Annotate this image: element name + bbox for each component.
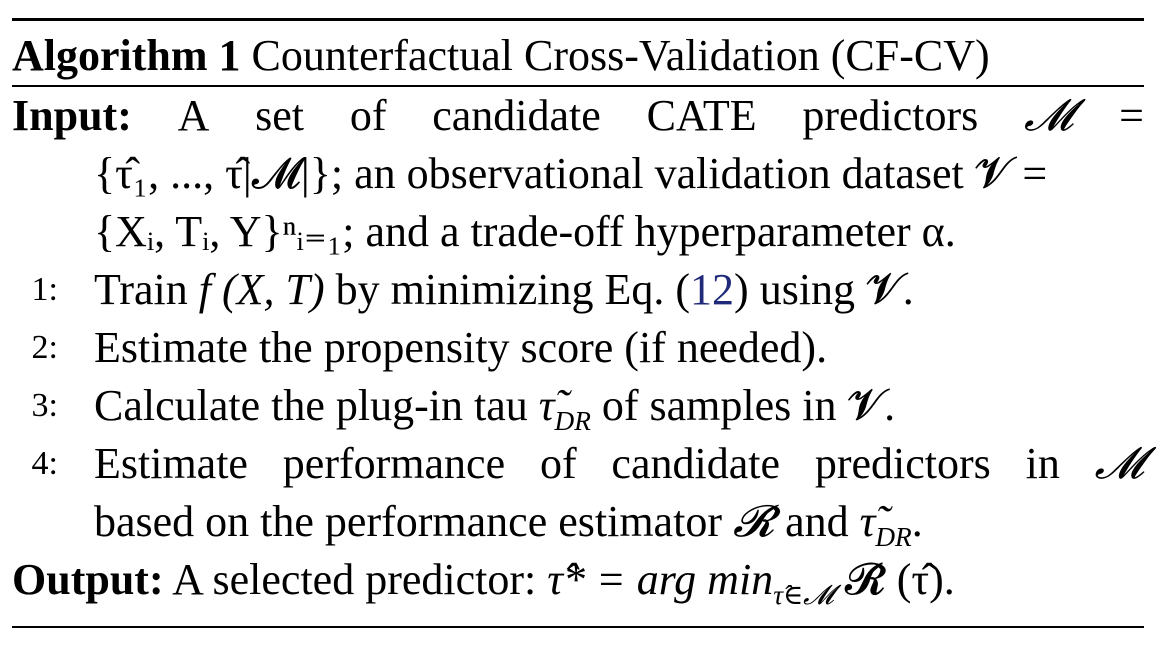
step-1-text: Train f (X, T) by minimizing Eq. (12) us… — [94, 264, 914, 316]
step-4-number: 4: — [31, 445, 58, 482]
step-4-word-6: 𝓜 — [1094, 438, 1144, 489]
step-1-function: f (X, T) — [198, 265, 325, 314]
step-4-word-3: candidate — [611, 439, 780, 488]
step-4-line-1: Estimate performance of candidate predic… — [94, 438, 1144, 490]
input-word-4: CATE — [646, 91, 757, 140]
output-line: Output: A selected predictor: τ̂* = arg … — [12, 554, 955, 608]
input-word-3: candidate — [432, 91, 601, 140]
step-3-tau: τ̃ — [538, 381, 555, 430]
input-word-1: set — [255, 91, 305, 140]
step-4-line-2-suffix: . — [911, 497, 923, 546]
algorithm-box: Algorithm 1 Counterfactual Cross-Validat… — [12, 18, 1144, 630]
algorithm-title: Algorithm 1 Counterfactual Cross-Validat… — [12, 30, 990, 82]
step-3-prefix: Calculate the plug-in tau — [94, 381, 539, 430]
input-word-0: A — [177, 91, 210, 140]
title-rule — [12, 85, 1144, 87]
step-2-text: Estimate the propensity score (if needed… — [94, 323, 828, 372]
step-4-word-2: of — [539, 439, 577, 488]
step-4-word-0: Estimate — [94, 439, 248, 488]
step-4-word-5: in — [1025, 439, 1060, 488]
output-argmin: τ̂* = arg min — [547, 555, 774, 604]
step-3-text: Calculate the plug-in tau τ̃DR of sample… — [94, 380, 896, 434]
step-4-word-1: performance — [282, 439, 506, 488]
input-line-1: Input: A set of candidate CATE predictor… — [12, 90, 1144, 142]
step-1-middle: by minimizing Eq. ( — [324, 265, 691, 314]
output-prefix: A selected predictor: — [172, 555, 548, 604]
step-4-line-2-prefix: based on the performance estimator — [94, 497, 733, 546]
algorithm-tag: Algorithm 1 — [12, 31, 241, 80]
input-line-2: {τ̂₁, ..., τ̂|𝓜|}; an observational vali… — [94, 149, 1048, 198]
input-word-2: of — [349, 91, 387, 140]
input-word-6: 𝓜 — [1024, 90, 1074, 141]
step-4-line-2: based on the performance estimator 𝓡̂ an… — [94, 496, 923, 550]
input-line-3: {Xᵢ, Tᵢ, Y}ⁿᵢ₌₁; and a trade-off hyperpa… — [94, 207, 956, 256]
equation-reference-link[interactable]: 12 — [690, 265, 735, 314]
output-label: Output: — [12, 555, 164, 604]
step-3-tau-subscript: DR — [554, 405, 591, 436]
input-word-5: predictors — [802, 91, 979, 140]
step-4-tau-subscript: DR — [875, 521, 912, 552]
algorithm-name: Counterfactual Cross-Validation (CF-CV) — [251, 31, 990, 80]
output-argmin-subscript: τ̂∈𝓜 — [773, 579, 834, 610]
step-3-number: 3: — [31, 387, 58, 424]
step-4-word-4: predictors — [814, 439, 991, 488]
bottom-rule — [12, 626, 1144, 628]
input-word-7: = — [1119, 91, 1144, 140]
step-3-suffix: of samples in 𝓥. — [590, 381, 896, 430]
step-4-tau: τ̃ — [859, 497, 876, 546]
step-1-number: 1: — [31, 271, 58, 308]
step-4-estimator: 𝓡̂ — [732, 496, 775, 547]
output-suffix: 𝓡̂ (τ̂). — [833, 555, 955, 604]
input-label: Input: — [12, 91, 132, 140]
step-4-line-2-mid: and — [774, 497, 860, 546]
step-1-prefix: Train — [94, 265, 199, 314]
step-2-number: 2: — [31, 329, 58, 366]
top-rule — [12, 18, 1144, 21]
step-1-suffix: ) using 𝓥. — [734, 265, 914, 314]
